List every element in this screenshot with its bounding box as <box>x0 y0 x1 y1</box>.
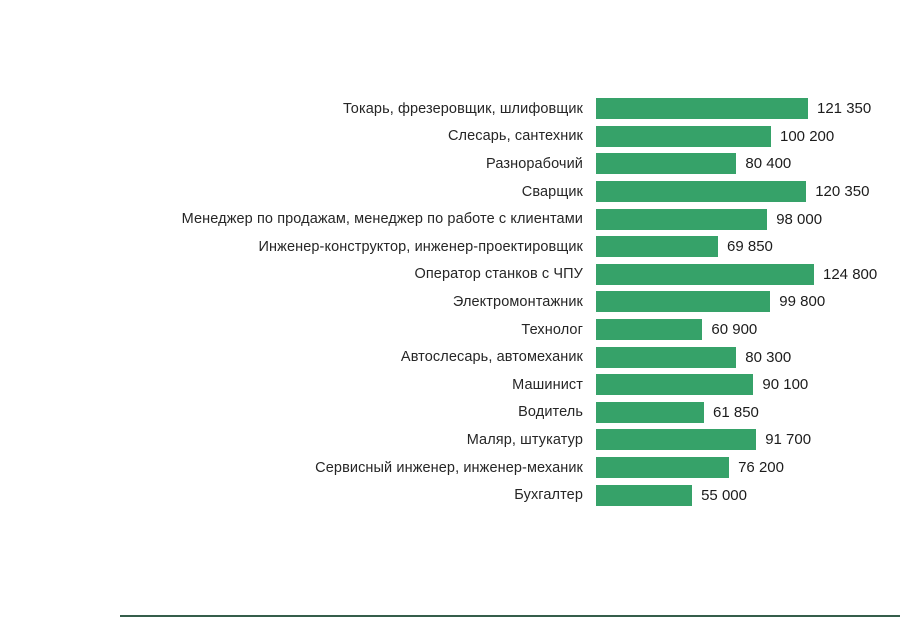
bar <box>596 153 737 175</box>
category-label: Токарь, фрезеровщик, шлифовщик <box>342 100 583 117</box>
bar <box>596 346 737 368</box>
bar-chart: Токарь, фрезеровщик, шлифовщик 121 350 Сле… <box>0 95 900 509</box>
bar-area: 80 400 <box>596 150 900 178</box>
bar-area: 61 850 <box>596 399 900 427</box>
category-label: Сервисный инженер, инженер-механик <box>315 459 583 476</box>
bar <box>596 401 704 423</box>
category-label: Электромонтажник <box>452 293 583 310</box>
category-label: Слесарь, сантехник <box>447 128 583 145</box>
value-label: 60 900 <box>711 321 758 339</box>
value-label: 61 850 <box>713 403 759 421</box>
bar <box>596 374 754 396</box>
chart-row: Токарь, фрезеровщик, шлифовщик 121 350 <box>0 95 900 123</box>
bar <box>596 291 771 313</box>
chart-row: Автослесарь, автомеханик 80 300 <box>0 343 900 371</box>
value-label: 80 300 <box>745 348 792 366</box>
chart-row: Инженер-конструктор, инженер-проектировщ… <box>0 233 900 261</box>
value-label: 100 200 <box>780 127 835 145</box>
bar-area: 69 850 <box>596 233 900 261</box>
chart-row: Водитель 61 850 <box>0 399 900 427</box>
value-label: 121 350 <box>817 100 872 118</box>
chart-row: Маляр, штукатур 91 700 <box>0 426 900 454</box>
chart-row: Бухгалтер 55 000 <box>0 481 900 509</box>
category-label: Технолог <box>521 321 583 338</box>
bar-area: 121 350 <box>596 95 900 123</box>
category-label: Инженер-конструктор, инженер-проектировщ… <box>258 238 583 255</box>
category-label: Маляр, штукатур <box>466 431 583 448</box>
value-label: 55 000 <box>701 486 747 504</box>
category-label: Водитель <box>518 404 583 421</box>
category-label: Сварщик <box>521 183 583 200</box>
category-label: Менеджер по продажам, менеджер по работе… <box>181 211 583 228</box>
bar-area: 99 800 <box>596 288 900 316</box>
bar <box>596 263 814 285</box>
category-label: Бухгалтер <box>514 487 583 504</box>
value-label: 98 000 <box>776 210 823 228</box>
bar-area: 124 800 <box>596 261 900 289</box>
value-label: 90 100 <box>762 376 809 394</box>
bar <box>596 484 693 506</box>
value-label: 120 350 <box>815 183 870 201</box>
category-label: Автослесарь, автомеханик <box>400 349 583 366</box>
bar-area: 120 350 <box>596 178 900 206</box>
bar-area: 100 200 <box>596 123 900 151</box>
bar <box>596 181 807 203</box>
chart-row: Менеджер по продажам, менеджер по работе… <box>0 205 900 233</box>
value-label: 99 800 <box>779 293 826 311</box>
category-label: Машинист <box>512 376 583 393</box>
bottom-divider <box>120 615 900 617</box>
chart-row: Оператор станков с ЧПУ 124 800 <box>0 261 900 289</box>
bar <box>596 429 757 451</box>
value-label: 69 850 <box>727 238 773 256</box>
chart-row: Технолог 60 900 <box>0 316 900 344</box>
bar <box>596 208 768 230</box>
bar <box>596 98 808 120</box>
bar <box>596 125 771 147</box>
value-label: 80 400 <box>745 155 792 173</box>
category-label: Разнорабочий <box>486 155 583 172</box>
chart-row: Машинист 90 100 <box>0 371 900 399</box>
bar <box>596 236 718 258</box>
bar-area: 98 000 <box>596 205 900 233</box>
bar-area: 76 200 <box>596 454 900 482</box>
bar-area: 60 900 <box>596 316 900 344</box>
bar <box>596 319 703 341</box>
bar-area: 90 100 <box>596 371 900 399</box>
value-label: 76 200 <box>738 459 784 477</box>
chart-row: Слесарь, сантехник 100 200 <box>0 123 900 151</box>
bar <box>596 457 730 479</box>
chart-row: Сервисный инженер, инженер-механик 76 200 <box>0 454 900 482</box>
value-label: 124 800 <box>823 265 878 283</box>
chart-row: Сварщик 120 350 <box>0 178 900 206</box>
bar-area: 91 700 <box>596 426 900 454</box>
chart-row: Электромонтажник 99 800 <box>0 288 900 316</box>
chart-row: Разнорабочий 80 400 <box>0 150 900 178</box>
bar-area: 80 300 <box>596 343 900 371</box>
value-label: 91 700 <box>765 431 812 449</box>
category-label: Оператор станков с ЧПУ <box>414 266 583 283</box>
bar-area: 55 000 <box>596 481 900 509</box>
